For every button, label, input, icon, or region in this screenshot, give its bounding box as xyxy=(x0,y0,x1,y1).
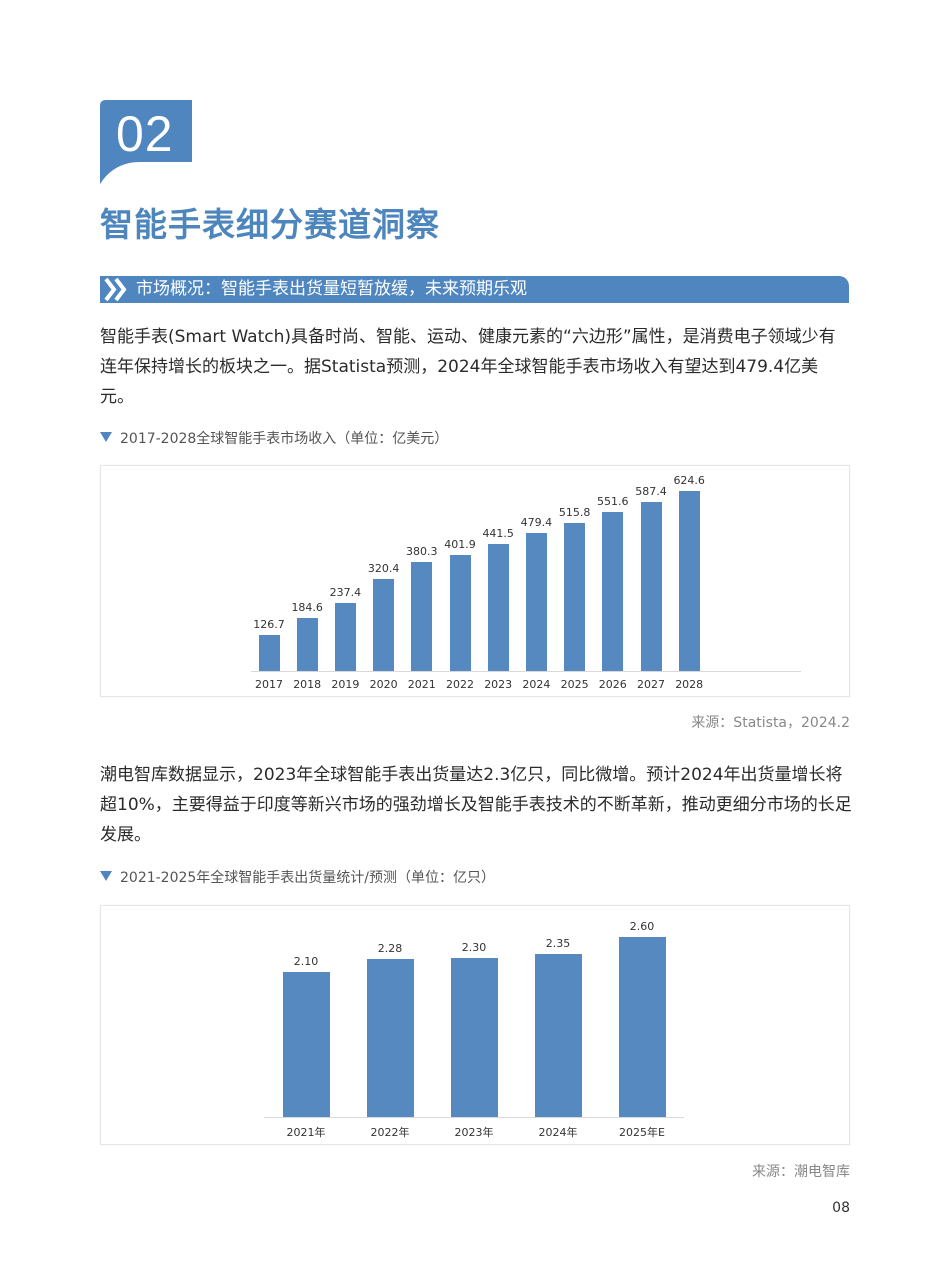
bar-value-label: 2.30 xyxy=(461,940,487,954)
page-number: 08 xyxy=(832,1200,850,1216)
bar xyxy=(602,512,624,671)
x-axis-label: 2023年 xyxy=(454,1126,494,1139)
bar-value-label: 380.3 xyxy=(406,544,438,558)
bar xyxy=(411,561,433,671)
shipment-chart: 2.10 2021年 2.28 2022年 2.30 2023年 2.35 2024年 2.60… xyxy=(100,905,850,1145)
bar-value-label: 2.10 xyxy=(293,954,319,968)
x-axis-label: 2025年E xyxy=(619,1126,665,1139)
x-axis-label: 2022年 xyxy=(370,1126,410,1139)
bar xyxy=(534,954,582,1117)
bar-value-label: 2.35 xyxy=(545,937,571,951)
bar xyxy=(449,555,471,671)
bar xyxy=(282,971,330,1117)
bar-value-label: 2.28 xyxy=(377,942,403,956)
bar xyxy=(258,634,280,671)
bar xyxy=(450,957,498,1117)
section-number: 02 xyxy=(116,106,174,162)
chart-caption: 2017-2028全球智能手表市场收入（单位：亿美元） xyxy=(100,429,448,449)
x-axis-label: 2024 xyxy=(522,678,551,691)
x-axis-label: 2021年 xyxy=(286,1126,326,1139)
bar xyxy=(487,543,509,671)
intro-paragraph: 智能手表(Smart Watch)具备时尚、智能、运动、健康元素的“六边形”属性… xyxy=(100,327,836,407)
chart-caption: 2021-2025年全球智能手表出货量统计/预测（单位：亿只） xyxy=(100,868,495,888)
chart-caption-text: 2021-2025年全球智能手表出货量统计/预测（单位：亿只） xyxy=(120,870,496,886)
x-axis-label: 2018 xyxy=(293,678,322,691)
bar xyxy=(366,959,414,1117)
bar-value-label: 320.4 xyxy=(367,561,400,575)
x-axis-label: 2023 xyxy=(484,678,513,691)
chart-source: 来源：潮电智库 xyxy=(752,1164,850,1180)
bar xyxy=(640,502,662,671)
bar xyxy=(296,617,318,671)
bar xyxy=(618,936,666,1117)
x-axis-line xyxy=(251,671,801,672)
bar-value-label: 515.8 xyxy=(558,505,591,519)
bar-value-label: 2.60 xyxy=(629,919,655,933)
x-axis-label: 2019 xyxy=(331,678,360,691)
x-axis-line xyxy=(264,1117,684,1118)
bar-value-label: 441.5 xyxy=(482,526,514,540)
x-axis-label: 2028 xyxy=(675,678,704,691)
x-axis-label: 2025 xyxy=(560,678,589,691)
bar xyxy=(678,491,700,671)
triangle-down-icon xyxy=(100,871,112,881)
x-axis-label: 2026 xyxy=(598,678,627,691)
bar-value-label: 237.4 xyxy=(329,585,362,599)
revenue-chart: 126.7 2017 184.6 2018 237.4 2019 320.4 2020 380.… xyxy=(100,465,850,697)
shipment-paragraph: 潮电智库数据显示，2023年全球智能手表出货量达2.3亿只，同比微增。预计202… xyxy=(100,765,852,845)
section-header-bar: 市场概况：智能手表出货量短暂放缓，未来预期乐观 xyxy=(100,276,849,303)
bar-value-label: 624.6 xyxy=(673,474,705,488)
bar-value-label: 551.6 xyxy=(597,495,629,509)
bar xyxy=(373,578,395,671)
bar-value-label: 401.9 xyxy=(444,538,476,552)
x-axis-label: 2021 xyxy=(407,678,436,691)
bar xyxy=(525,533,547,671)
badge-shape-icon xyxy=(100,100,192,184)
page-title: 智能手表细分赛道洞察 xyxy=(100,205,440,244)
x-axis-label: 2022 xyxy=(446,678,474,691)
chart-caption-text: 2017-2028全球智能手表市场收入（单位：亿美元） xyxy=(120,431,449,447)
bar xyxy=(564,522,586,671)
triangle-down-icon xyxy=(100,432,112,442)
chart-source: 来源：Statista，2024.2 xyxy=(691,715,850,731)
x-axis-label: 2017 xyxy=(255,678,283,691)
bar-value-label: 479.4 xyxy=(520,516,553,530)
section-header-label: 市场概况：智能手表出货量短暂放缓，未来预期乐观 xyxy=(136,279,527,299)
double-chevron-right-icon xyxy=(104,277,127,302)
x-axis-label: 2020 xyxy=(369,678,398,691)
x-axis-label: 2024年 xyxy=(538,1126,578,1139)
bar-value-label: 126.7 xyxy=(253,617,285,631)
section-number-badge: 02 xyxy=(100,100,192,184)
x-axis-label: 2027 xyxy=(637,678,665,691)
bar-value-label: 184.6 xyxy=(291,600,323,614)
bar xyxy=(334,602,356,671)
bar-value-label: 587.4 xyxy=(635,485,667,498)
